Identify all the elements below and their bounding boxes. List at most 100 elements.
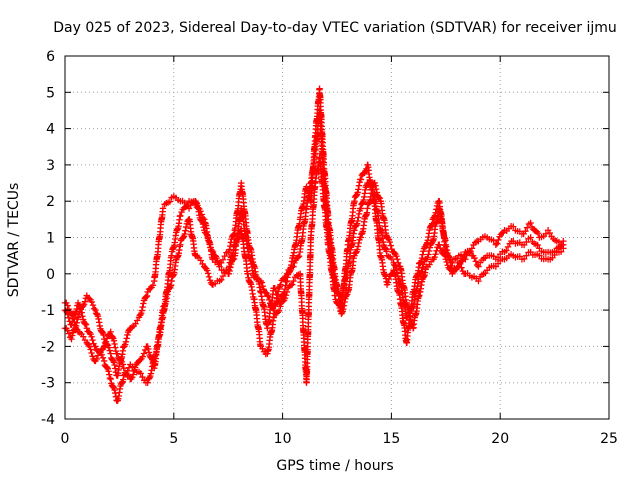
data-point bbox=[232, 241, 239, 248]
y-tick-label: 4 bbox=[46, 122, 55, 138]
y-tick-label: -4 bbox=[41, 412, 55, 428]
data-point bbox=[106, 371, 113, 378]
data-point bbox=[68, 332, 76, 339]
data-point bbox=[523, 252, 530, 259]
data-point bbox=[74, 314, 82, 321]
data-point bbox=[145, 345, 152, 353]
data-point bbox=[107, 350, 114, 357]
data-point bbox=[106, 347, 113, 354]
data-point bbox=[440, 251, 448, 258]
data-point bbox=[266, 296, 273, 304]
data-point bbox=[492, 241, 500, 248]
data-point bbox=[86, 343, 93, 350]
data-point bbox=[331, 292, 339, 299]
data-point bbox=[143, 293, 150, 301]
data-point bbox=[114, 350, 121, 357]
data-point bbox=[355, 182, 363, 189]
x-tick-label: 15 bbox=[382, 431, 400, 447]
data-point bbox=[354, 189, 361, 196]
data-point bbox=[130, 367, 138, 375]
data-point bbox=[105, 368, 112, 375]
data-point bbox=[437, 245, 444, 252]
data-point bbox=[111, 340, 118, 348]
data-point bbox=[475, 263, 482, 270]
data-point bbox=[275, 307, 283, 315]
data-point bbox=[338, 309, 346, 317]
data-point bbox=[102, 338, 110, 345]
data-point bbox=[94, 352, 102, 359]
data-point bbox=[111, 386, 118, 394]
data-point bbox=[557, 248, 565, 255]
data-point bbox=[100, 357, 108, 365]
data-point bbox=[88, 349, 95, 357]
gridlines bbox=[65, 56, 609, 419]
data-point bbox=[341, 298, 348, 306]
data-point bbox=[471, 254, 478, 262]
data-point bbox=[203, 267, 211, 274]
data-point bbox=[460, 255, 467, 262]
data-point bbox=[451, 267, 459, 274]
data-point bbox=[110, 383, 117, 391]
data-point bbox=[197, 257, 204, 264]
data-point bbox=[208, 247, 216, 255]
data-point bbox=[120, 364, 127, 372]
data-point bbox=[520, 255, 528, 263]
data-point bbox=[542, 230, 550, 238]
data-point bbox=[88, 333, 95, 340]
data-point bbox=[91, 305, 98, 312]
series-track-3 bbox=[61, 154, 567, 386]
data-point bbox=[490, 237, 497, 244]
data-point bbox=[69, 312, 77, 319]
data-point bbox=[100, 343, 108, 350]
data-point bbox=[110, 337, 118, 344]
data-point bbox=[386, 238, 394, 246]
data-point bbox=[419, 264, 426, 272]
data-point bbox=[425, 247, 433, 255]
x-tick-label: 5 bbox=[169, 431, 178, 447]
y-tick-label: 2 bbox=[46, 194, 55, 210]
data-point bbox=[384, 279, 392, 286]
data-point bbox=[83, 325, 90, 332]
data-point bbox=[202, 230, 210, 237]
data-point bbox=[219, 256, 227, 263]
data-point bbox=[277, 303, 284, 310]
data-point bbox=[340, 302, 348, 309]
data-point bbox=[351, 227, 358, 234]
data-point bbox=[510, 223, 517, 230]
data-point bbox=[101, 342, 109, 349]
data-point bbox=[277, 281, 284, 288]
data-point bbox=[523, 238, 530, 246]
data-point bbox=[287, 282, 295, 289]
data-point bbox=[182, 227, 189, 234]
data-point bbox=[375, 193, 382, 201]
data-point bbox=[182, 223, 190, 231]
data-point bbox=[527, 234, 534, 241]
data-point bbox=[468, 245, 476, 252]
data-point bbox=[361, 169, 368, 176]
data-point bbox=[354, 217, 361, 225]
data-point bbox=[282, 274, 289, 281]
data-point bbox=[432, 251, 439, 258]
data-point bbox=[103, 364, 111, 371]
data-point bbox=[112, 344, 119, 351]
y-tick-label: 0 bbox=[46, 267, 55, 283]
data-point bbox=[65, 305, 73, 313]
data-point bbox=[221, 252, 228, 260]
data-point bbox=[290, 263, 297, 270]
data-point bbox=[80, 333, 87, 340]
data-point bbox=[282, 292, 290, 299]
data-point bbox=[418, 254, 426, 262]
x-axis-label: GPS time / hours bbox=[276, 458, 393, 474]
data-point bbox=[456, 260, 464, 268]
data-point bbox=[159, 205, 167, 212]
data-point bbox=[372, 182, 379, 189]
data-point bbox=[355, 186, 362, 193]
data-point bbox=[137, 356, 144, 364]
data-point bbox=[205, 273, 213, 281]
data-point bbox=[107, 328, 114, 336]
data-point bbox=[472, 258, 480, 265]
data-point bbox=[233, 238, 240, 245]
data-point bbox=[503, 247, 510, 254]
data-point bbox=[82, 320, 89, 328]
data-point bbox=[206, 240, 213, 248]
